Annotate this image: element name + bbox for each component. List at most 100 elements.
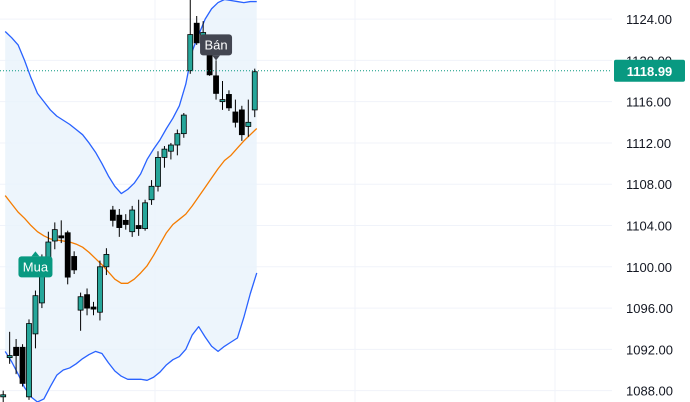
candle-body: [129, 209, 136, 233]
candle-body: [148, 185, 155, 201]
candle-body: [71, 256, 78, 271]
candle-body: [219, 99, 226, 103]
candle-body: [232, 111, 239, 123]
candle[interactable]: [58, 220, 65, 244]
y-tick-label: 1096.00: [626, 301, 673, 316]
candle[interactable]: [116, 208, 123, 237]
candle[interactable]: [180, 113, 187, 138]
buy-marker[interactable]: Mua: [18, 251, 53, 278]
candle[interactable]: [161, 146, 168, 168]
candle[interactable]: [0, 390, 7, 402]
candle-body: [122, 219, 129, 225]
candle-body: [109, 209, 116, 221]
trade-markers[interactable]: Mua Bán: [18, 34, 233, 278]
candle[interactable]: [77, 292, 84, 331]
candle-body: [180, 114, 187, 135]
candle[interactable]: [6, 331, 13, 364]
candle-body: [64, 232, 71, 278]
candle[interactable]: [193, 15, 200, 45]
y-tick-label: 1100.00: [626, 260, 672, 275]
y-tick-label: 1116.00: [626, 95, 671, 110]
candle[interactable]: [167, 142, 174, 160]
candle-body: [77, 296, 84, 311]
candle-body: [167, 144, 174, 152]
y-tick-label: 1124.00: [626, 12, 672, 27]
y-tick-label: 1112.00: [626, 136, 671, 151]
candle-body: [116, 214, 123, 228]
basis-line: [4, 128, 258, 284]
marker-tag: [18, 256, 53, 278]
band-fill: [5, 0, 257, 402]
candle[interactable]: [26, 319, 32, 400]
candle[interactable]: [71, 251, 78, 275]
candle[interactable]: [97, 260, 103, 321]
candle[interactable]: [232, 99, 239, 128]
candle[interactable]: [155, 151, 161, 192]
marker-arrow: [31, 251, 40, 257]
candle[interactable]: [19, 344, 26, 387]
candle-body: [238, 109, 245, 136]
last-price-value: 1118.99: [627, 64, 673, 79]
candle-body: [161, 148, 168, 158]
candle[interactable]: [32, 290, 39, 349]
candle[interactable]: [135, 199, 142, 236]
candle-body: [6, 355, 13, 359]
sell-marker[interactable]: Bán: [200, 34, 233, 61]
candle[interactable]: [84, 288, 90, 316]
candle[interactable]: [148, 180, 155, 205]
candle[interactable]: [187, 0, 194, 74]
candle-body: [213, 75, 219, 94]
lower-band-line: [4, 272, 258, 402]
candle[interactable]: [245, 99, 252, 137]
candle-body: [174, 133, 181, 146]
candle-body: [245, 121, 252, 127]
candle[interactable]: [174, 129, 181, 156]
candle[interactable]: [213, 60, 219, 100]
candle[interactable]: [129, 205, 136, 237]
candle[interactable]: [109, 205, 116, 227]
y-tick-label: 1108.00: [626, 177, 672, 192]
candle[interactable]: [90, 301, 97, 316]
price-axis[interactable]: 1124.001120.001116.001112.001108.001104.…: [612, 0, 690, 402]
candle-body: [0, 394, 7, 398]
candle-body: [13, 346, 20, 356]
candle-body: [84, 294, 90, 309]
candle-body: [19, 346, 26, 384]
candle[interactable]: [103, 248, 110, 276]
marker-label: Mua: [23, 259, 49, 274]
last-price-badge: [614, 59, 685, 82]
marker-tag: [200, 34, 233, 56]
candle-body: [226, 94, 232, 109]
y-tick-label: 1092.00: [626, 342, 673, 357]
y-tick-label: 1104.00: [626, 219, 672, 234]
candle-body: [58, 235, 65, 239]
candle-body: [90, 306, 97, 310]
candle[interactable]: [64, 230, 71, 285]
upper-band-line: [4, 0, 257, 195]
candle[interactable]: [226, 90, 232, 111]
candle-body: [97, 266, 103, 313]
candle-body: [26, 323, 32, 398]
candle[interactable]: [142, 199, 149, 231]
candle-body: [142, 202, 149, 230]
candle-body: [103, 254, 110, 268]
candle[interactable]: [51, 222, 58, 250]
candle[interactable]: [238, 105, 245, 141]
y-tick-label: 1088.00: [626, 384, 673, 399]
candlesticks[interactable]: [0, 0, 258, 402]
candle[interactable]: [13, 339, 20, 375]
candle-body: [251, 71, 258, 111]
bollinger-bands: [4, 0, 258, 402]
marker-arrow: [212, 55, 221, 61]
marker-label: Bán: [204, 37, 227, 52]
candle-body: [155, 156, 161, 187]
candle[interactable]: [251, 68, 258, 118]
last-price-label[interactable]: 1118.99: [614, 59, 685, 82]
candle-body: [193, 22, 200, 44]
candle[interactable]: [219, 81, 226, 110]
candle-body: [135, 225, 142, 230]
candle[interactable]: [122, 214, 129, 230]
candle-body: [32, 295, 39, 335]
candle-body: [51, 229, 58, 242]
